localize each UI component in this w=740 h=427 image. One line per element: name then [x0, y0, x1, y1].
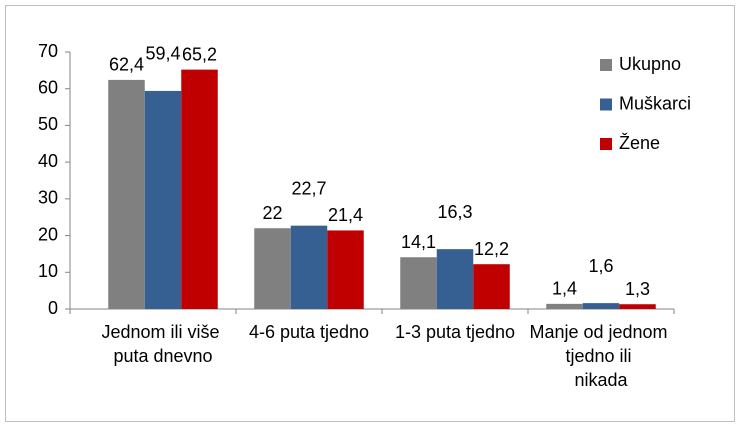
x-tick-label: Manje od jednom tjedno ili nikada	[529, 322, 672, 390]
bar	[181, 69, 218, 309]
data-label: 21,4	[328, 205, 363, 225]
legend-label: Ukupno	[619, 54, 681, 74]
data-label: 62,4	[109, 55, 144, 75]
data-label: 14,1	[401, 232, 436, 252]
bar	[436, 249, 474, 309]
data-label: 1,3	[625, 279, 650, 299]
bar	[473, 264, 510, 309]
y-tick-label: 10	[38, 261, 58, 281]
data-label: 59,4	[145, 44, 180, 64]
data-label: 65,2	[182, 44, 217, 64]
bar	[254, 228, 291, 309]
bar	[546, 303, 583, 309]
y-tick-label: 60	[38, 77, 58, 97]
bar	[290, 225, 328, 309]
data-label: 1,6	[588, 256, 613, 276]
bar	[619, 304, 656, 309]
legend-swatch	[600, 138, 612, 150]
data-label: 22	[262, 203, 282, 223]
legend-label: Muškarci	[619, 93, 691, 113]
legend-label: Žene	[619, 133, 660, 153]
y-tick-label: 40	[38, 151, 58, 171]
legend-swatch	[600, 98, 612, 111]
y-tick-label: 0	[48, 298, 58, 318]
data-label: 22,7	[291, 178, 326, 198]
x-tick-label: Jednom ili više puta dnevno	[101, 322, 224, 366]
data-label: 12,2	[474, 239, 509, 259]
y-tick-label: 50	[38, 114, 58, 134]
bar	[400, 257, 437, 309]
bar	[144, 90, 182, 309]
bar	[108, 79, 145, 309]
x-tick-label: 1-3 puta tjedno	[395, 322, 515, 342]
y-tick-label: 20	[38, 224, 58, 244]
y-tick-label: 30	[38, 188, 58, 208]
bar	[582, 303, 620, 309]
bar	[327, 230, 364, 309]
data-label: 16,3	[437, 202, 472, 222]
y-tick-label: 70	[38, 41, 58, 61]
legend-swatch	[600, 59, 612, 71]
x-tick-label: 4-6 puta tjedno	[249, 322, 369, 342]
data-label: 1,4	[552, 279, 577, 299]
